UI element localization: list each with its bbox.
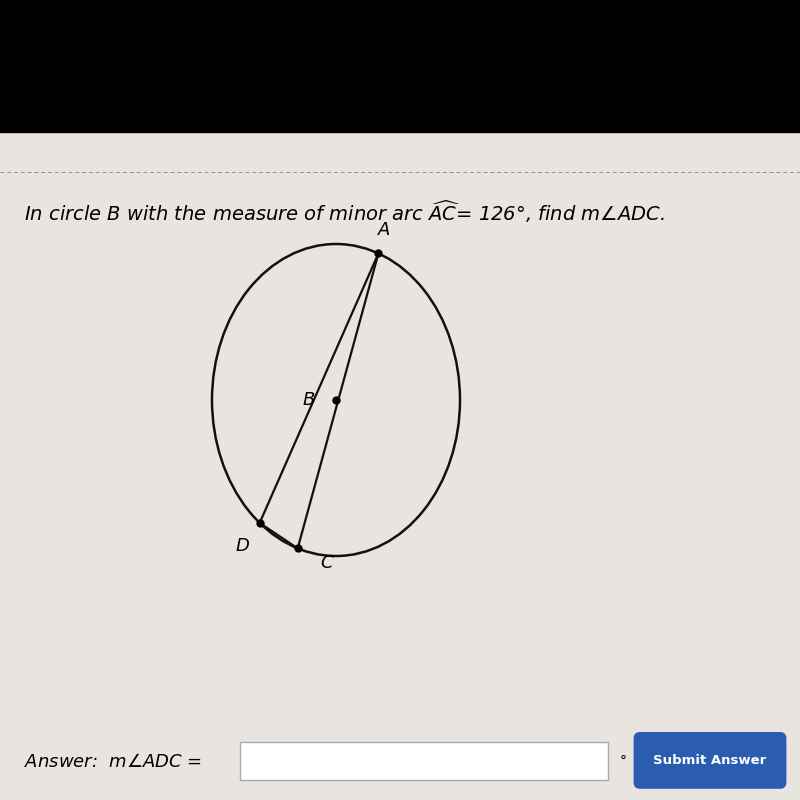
Text: Submit Answer: Submit Answer bbox=[654, 754, 766, 767]
Text: C: C bbox=[321, 554, 333, 572]
Text: D: D bbox=[235, 537, 249, 555]
Text: B: B bbox=[302, 391, 315, 409]
FancyBboxPatch shape bbox=[240, 742, 608, 780]
Text: Answer:  m$\angle$$ADC$ =: Answer: m$\angle$$ADC$ = bbox=[24, 753, 202, 770]
FancyBboxPatch shape bbox=[634, 732, 786, 789]
Text: In circle B with the measure of minor arc $\widehat{AC}$= 126°, find m$\angle$$A: In circle B with the measure of minor ar… bbox=[24, 198, 665, 226]
Bar bbox=[0, 0, 800, 132]
Text: °: ° bbox=[620, 754, 627, 769]
Text: A: A bbox=[378, 222, 390, 239]
